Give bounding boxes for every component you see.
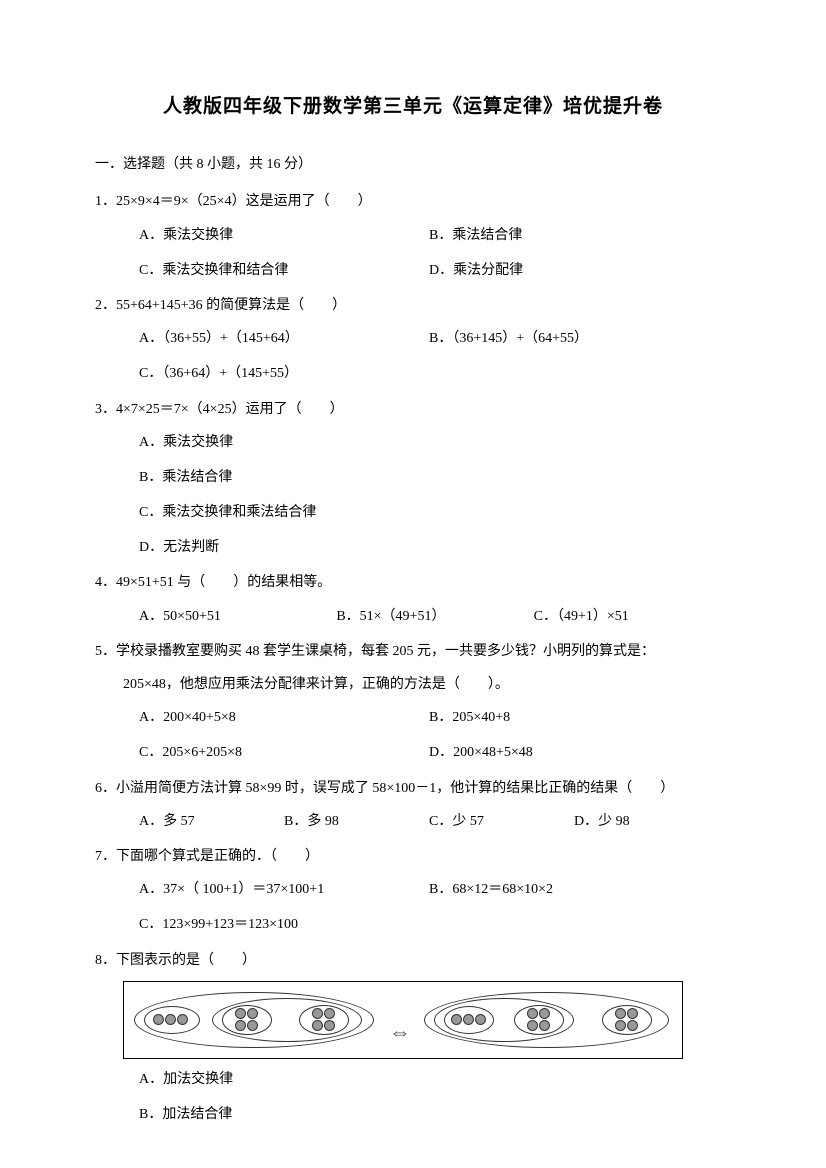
q6-opt-d: D．少 98 bbox=[574, 809, 719, 834]
dots-right-4a bbox=[526, 1008, 554, 1032]
q4-text: 4．49×51+51 与（ ）的结果相等。 bbox=[95, 570, 731, 595]
q6-text: 6．小溢用简便方法计算 58×99 时，误写成了 58×100－1，他计算的结果… bbox=[95, 776, 731, 801]
q7-opt-c: C．123×99+123＝123×100 bbox=[139, 912, 429, 937]
q8-diagram: ⇔ bbox=[123, 981, 683, 1059]
question-3: 3．4×7×25＝7×（4×25）运用了（ ） A．乘法交换律 B．乘法结合律 … bbox=[95, 397, 731, 561]
double-arrow-icon: ⇔ bbox=[389, 1012, 411, 1052]
q4-opt-b: B．51×（49+51） bbox=[336, 604, 533, 629]
dots-left-4b bbox=[311, 1008, 339, 1032]
q2-opt-a: A．（36+55）+（145+64） bbox=[139, 326, 429, 351]
q5-opt-b: B．205×40+8 bbox=[429, 705, 510, 730]
question-8: 8．下图表示的是（ ） ⇔ A bbox=[95, 948, 731, 1128]
question-6: 6．小溢用简便方法计算 58×99 时，误写成了 58×100－1，他计算的结果… bbox=[95, 776, 731, 834]
question-4: 4．49×51+51 与（ ）的结果相等。 A．50×50+51 B．51×（4… bbox=[95, 570, 731, 628]
q1-text: 1．25×9×4＝9×（25×4）这是运用了（ ） bbox=[95, 189, 731, 214]
q8-opt-b: B．加法结合律 bbox=[139, 1102, 731, 1127]
dots-right-3 bbox=[450, 1014, 490, 1026]
q7-text: 7．下面哪个算式是正确的．（ ） bbox=[95, 844, 731, 869]
q3-opt-a: A．乘法交换律 bbox=[139, 430, 731, 455]
q2-text: 2．55+64+145+36 的简便算法是（ ） bbox=[95, 293, 731, 318]
q3-opt-c: C．乘法交换律和乘法结合律 bbox=[139, 500, 731, 525]
question-1: 1．25×9×4＝9×（25×4）这是运用了（ ） A．乘法交换律 B．乘法结合… bbox=[95, 189, 731, 283]
q5-text2: 205×48，他想应用乘法分配律来计算，正确的方法是（ ）。 bbox=[95, 672, 731, 697]
q6-opt-a: A．多 57 bbox=[139, 809, 284, 834]
q5-opt-a: A．200×40+5×8 bbox=[139, 705, 429, 730]
section-header: 一．选择题（共 8 小题，共 16 分） bbox=[95, 152, 731, 177]
q4-opt-a: A．50×50+51 bbox=[139, 604, 336, 629]
dots-left-3 bbox=[152, 1014, 192, 1026]
q5-opt-d: D．200×48+5×48 bbox=[429, 740, 533, 765]
q8-opt-a: A．加法交换律 bbox=[139, 1067, 731, 1092]
dots-right-4b bbox=[614, 1008, 642, 1032]
q1-opt-d: D．乘法分配律 bbox=[429, 258, 523, 283]
question-2: 2．55+64+145+36 的简便算法是（ ） A．（36+55）+（145+… bbox=[95, 293, 731, 387]
q3-text: 3．4×7×25＝7×（4×25）运用了（ ） bbox=[95, 397, 731, 422]
question-5: 5．学校录播教室要购买 48 套学生课桌椅，每套 205 元，一共要多少钱？小明… bbox=[95, 639, 731, 766]
q5-text: 5．学校录播教室要购买 48 套学生课桌椅，每套 205 元，一共要多少钱？小明… bbox=[95, 639, 731, 664]
q1-opt-c: C．乘法交换律和结合律 bbox=[139, 258, 429, 283]
q6-opt-b: B．多 98 bbox=[284, 809, 429, 834]
q4-opt-c: C．（49+1）×51 bbox=[534, 604, 731, 629]
q2-opt-c: C．（36+64）+（145+55） bbox=[139, 361, 429, 386]
q3-opt-b: B．乘法结合律 bbox=[139, 465, 731, 490]
q6-opt-c: C．少 57 bbox=[429, 809, 574, 834]
q7-opt-a: A．37×（ 100+1）＝37×100+1 bbox=[139, 877, 429, 902]
q1-opt-b: B．乘法结合律 bbox=[429, 223, 522, 248]
q1-opt-a: A．乘法交换律 bbox=[139, 223, 429, 248]
question-7: 7．下面哪个算式是正确的．（ ） A．37×（ 100+1）＝37×100+1 … bbox=[95, 844, 731, 938]
q7-opt-b: B．68×12＝68×10×2 bbox=[429, 877, 553, 902]
q2-opt-b: B．（36+145）+（64+55） bbox=[429, 326, 588, 351]
page-title: 人教版四年级下册数学第三单元《运算定律》培优提升卷 bbox=[95, 90, 731, 124]
q5-opt-c: C．205×6+205×8 bbox=[139, 740, 429, 765]
q8-text: 8．下图表示的是（ ） bbox=[95, 948, 731, 973]
dots-left-4a bbox=[234, 1008, 262, 1032]
q3-opt-d: D．无法判断 bbox=[139, 535, 731, 560]
